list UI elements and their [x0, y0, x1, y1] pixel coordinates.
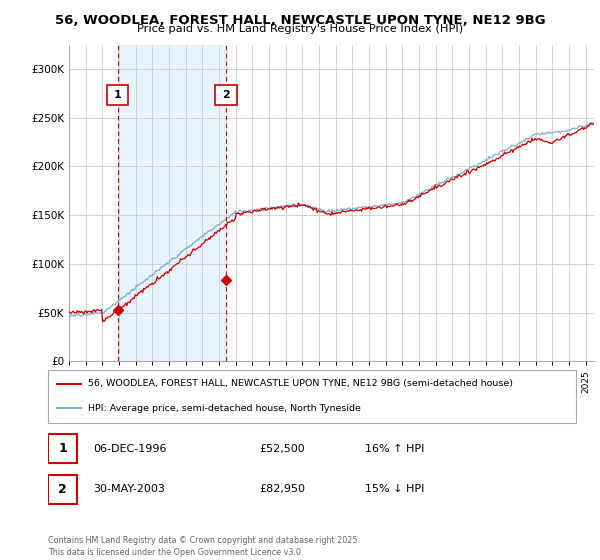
Text: Contains HM Land Registry data © Crown copyright and database right 2025.
This d: Contains HM Land Registry data © Crown c… — [48, 536, 360, 557]
Text: 16% ↑ HPI: 16% ↑ HPI — [365, 444, 424, 454]
Text: 2: 2 — [58, 483, 67, 496]
Text: HPI: Average price, semi-detached house, North Tyneside: HPI: Average price, semi-detached house,… — [88, 404, 361, 413]
Text: £82,950: £82,950 — [259, 484, 305, 494]
Text: 1: 1 — [58, 442, 67, 455]
Text: 30-MAY-2003: 30-MAY-2003 — [93, 484, 165, 494]
Text: 2: 2 — [222, 90, 230, 100]
Text: 1: 1 — [114, 90, 122, 100]
Text: £52,500: £52,500 — [259, 444, 305, 454]
Text: Price paid vs. HM Land Registry's House Price Index (HPI): Price paid vs. HM Land Registry's House … — [137, 24, 463, 34]
Bar — [69, 45, 77, 361]
FancyBboxPatch shape — [48, 475, 77, 503]
FancyBboxPatch shape — [48, 370, 576, 423]
Text: 56, WOODLEA, FOREST HALL, NEWCASTLE UPON TYNE, NE12 9BG: 56, WOODLEA, FOREST HALL, NEWCASTLE UPON… — [55, 14, 545, 27]
Bar — [118, 45, 226, 361]
FancyBboxPatch shape — [48, 435, 77, 463]
Text: 06-DEC-1996: 06-DEC-1996 — [93, 444, 166, 454]
Text: 15% ↓ HPI: 15% ↓ HPI — [365, 484, 424, 494]
Text: 56, WOODLEA, FOREST HALL, NEWCASTLE UPON TYNE, NE12 9BG (semi-detached house): 56, WOODLEA, FOREST HALL, NEWCASTLE UPON… — [88, 380, 512, 389]
